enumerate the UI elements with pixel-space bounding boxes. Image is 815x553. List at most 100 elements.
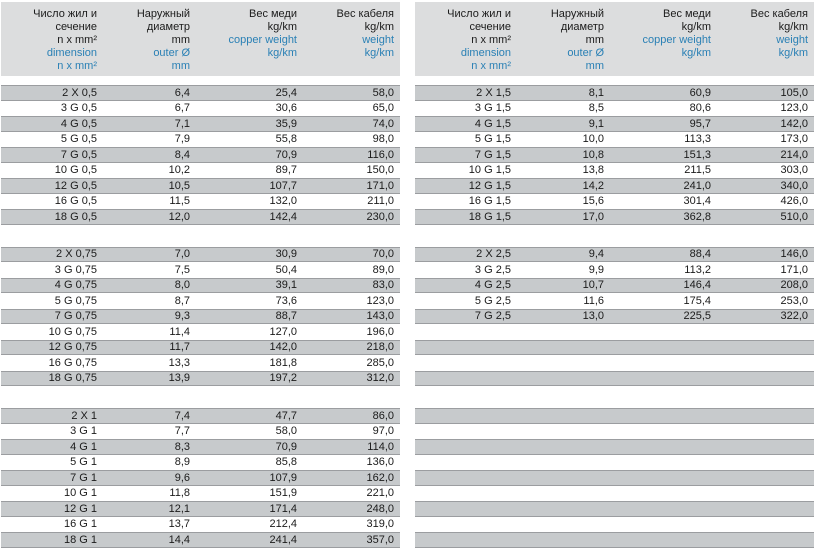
table-row: 10 G 0,75 11,4 127,0 196,0: [1, 324, 400, 340]
table-section: 2 X 1 7,4 47,7 86,0 3 G 1 7,7 58,0 97,0 4 G 1 8,3…: [1, 408, 400, 548]
cell-cable-weight: 214,0: [780, 148, 808, 161]
header-line-en: dimension: [460, 47, 511, 59]
cell-outer-diameter: 13,7: [168, 518, 190, 531]
table-row: 2 X 2,5 9,4 88,4 146,0: [415, 246, 814, 262]
cell-outer-diameter: 8,4: [174, 148, 190, 161]
column-header-dimension: Число жил и сечение n x mm² dimension n x mm…: [1, 8, 101, 76]
header-line: Вес кабеля: [336, 8, 395, 20]
cell-dimension: 2 X 1,5: [476, 86, 511, 99]
cell-copper-weight: 95,7: [689, 117, 711, 130]
cell-dimension: 5 G 1,5: [474, 133, 511, 146]
cell-cable-weight: 98,0: [372, 133, 394, 146]
header-line: Вес меди: [662, 8, 711, 20]
cell-outer-diameter: 9,9: [588, 263, 604, 276]
cell-cable-weight: 162,0: [366, 471, 394, 484]
cell-dimension: 10 G 0,5: [54, 164, 97, 177]
cell-dimension: 7 G 1: [70, 471, 97, 484]
cell-cable-weight: 83,0: [372, 279, 394, 292]
cell-outer-diameter: 6,4: [174, 86, 190, 99]
table-row: 3 G 1,5 8,5 80,6 123,0: [415, 101, 814, 117]
cell-outer-diameter: 10,0: [582, 133, 604, 146]
header-line: mm: [585, 34, 604, 46]
table-row: 7 G 0,75 9,3 88,7 143,0: [1, 308, 400, 324]
cell-outer-diameter: 13,3: [168, 356, 190, 369]
cell-dimension: 7 G 0,5: [60, 148, 97, 161]
cell-dimension: 7 G 1,5: [474, 148, 511, 161]
cell-copper-weight: 241,4: [269, 533, 297, 546]
cell-copper-weight: 89,7: [275, 164, 297, 177]
cell-copper-weight: 107,9: [269, 471, 297, 484]
table-row: 2 X 0,75 7,0 30,9 70,0: [1, 246, 400, 262]
cell-dimension: 5 G 1: [70, 456, 97, 469]
header-line: Число жил и: [447, 8, 511, 20]
cell-copper-weight: 85,8: [275, 456, 297, 469]
table-row: [415, 532, 814, 548]
cell-copper-weight: 181,8: [269, 356, 297, 369]
cell-cable-weight: 70,0: [372, 248, 394, 261]
cell-copper-weight: 151,3: [683, 148, 711, 161]
cell-cable-weight: 89,0: [372, 263, 394, 276]
cell-outer-diameter: 14,4: [168, 533, 190, 546]
cell-cable-weight: 218,0: [366, 341, 394, 354]
cell-dimension: 12 G 1: [63, 502, 97, 515]
cell-dimension: 10 G 1,5: [468, 164, 511, 177]
cell-outer-diameter: 11,8: [169, 487, 190, 500]
cell-dimension: 4 G 1,5: [474, 117, 511, 130]
table-row: 18 G 0,75 13,9 197,2 312,0: [1, 370, 400, 386]
cell-copper-weight: 39,1: [275, 279, 297, 292]
cell-copper-weight: 30,6: [275, 102, 297, 115]
cell-outer-diameter: 11,7: [169, 341, 190, 354]
cell-dimension: 18 G 1: [63, 533, 97, 546]
cell-cable-weight: 150,0: [366, 164, 394, 177]
cell-copper-weight: 70,9: [275, 148, 297, 161]
table-row: [415, 470, 814, 486]
table-section: 2 X 0,5 6,4 25,4 58,0 3 G 0,5 6,7 30,6 65,0 4 G …: [1, 85, 400, 225]
table-row: 5 G 2,5 11,6 175,4 253,0: [415, 293, 814, 309]
header-line: Число жил и: [33, 8, 97, 20]
cell-copper-weight: 113,2: [684, 263, 711, 276]
cell-outer-diameter: 9,3: [174, 310, 190, 323]
cell-cable-weight: 357,0: [366, 533, 394, 546]
header-line: n x mm²: [471, 34, 511, 46]
cell-dimension: 3 G 1: [70, 425, 97, 438]
header-line: Наружный: [550, 8, 604, 20]
header-line: Наружный: [136, 8, 190, 20]
table-row: 5 G 1,5 10,0 113,3 173,0: [415, 132, 814, 148]
table-row: 5 G 1 8,9 85,8 136,0: [1, 455, 400, 471]
header-line: диаметр: [146, 21, 190, 33]
cell-cable-weight: 253,0: [780, 294, 808, 307]
cell-dimension: 2 X 0,5: [62, 86, 97, 99]
table-row: [415, 324, 814, 340]
spec-table-left: Число жил и сечение n x mm² dimension n x mm…: [1, 2, 400, 548]
table-row: 3 G 0,75 7,5 50,4 89,0: [1, 262, 400, 278]
cell-dimension: 16 G 0,75: [48, 356, 97, 369]
cell-outer-diameter: 8,9: [174, 456, 190, 469]
header-line: Вес кабеля: [750, 8, 809, 20]
cell-cable-weight: 171,0: [780, 263, 808, 276]
table-row: 4 G 1,5 9,1 95,7 142,0: [415, 116, 814, 132]
cell-copper-weight: 142,0: [269, 341, 297, 354]
cell-copper-weight: 25,4: [275, 86, 297, 99]
cell-outer-diameter: 9,4: [588, 248, 604, 261]
table-row: 16 G 1 13,7 212,4 319,0: [1, 517, 400, 533]
cell-outer-diameter: 13,9: [168, 372, 190, 385]
table-row: 12 G 1,5 14,2 241,0 340,0: [415, 178, 814, 194]
cell-cable-weight: 74,0: [372, 117, 394, 130]
column-header-copper-weight: Вес меди kg/km copper weight kg/km: [608, 8, 715, 76]
table-row: [415, 486, 814, 502]
cell-outer-diameter: 13,0: [582, 310, 604, 323]
cell-cable-weight: 196,0: [366, 325, 394, 338]
table-row: 4 G 0,75 8,0 39,1 83,0: [1, 277, 400, 293]
cell-outer-diameter: 11,5: [169, 195, 190, 208]
table-row: 12 G 0,75 11,7 142,0 218,0: [1, 339, 400, 355]
cell-outer-diameter: 7,4: [174, 409, 190, 422]
cell-dimension: 7 G 2,5: [474, 310, 511, 323]
table-row: 7 G 2,5 13,0 225,5 322,0: [415, 308, 814, 324]
cell-dimension: 18 G 0,75: [48, 372, 97, 385]
cell-copper-weight: 197,2: [269, 372, 297, 385]
cell-copper-weight: 88,7: [275, 310, 297, 323]
cell-dimension: 3 G 1,5: [474, 102, 511, 115]
cell-dimension: 10 G 1: [63, 487, 97, 500]
cell-dimension: 18 G 1,5: [468, 210, 511, 223]
header-line-en: copper weight: [642, 34, 712, 46]
